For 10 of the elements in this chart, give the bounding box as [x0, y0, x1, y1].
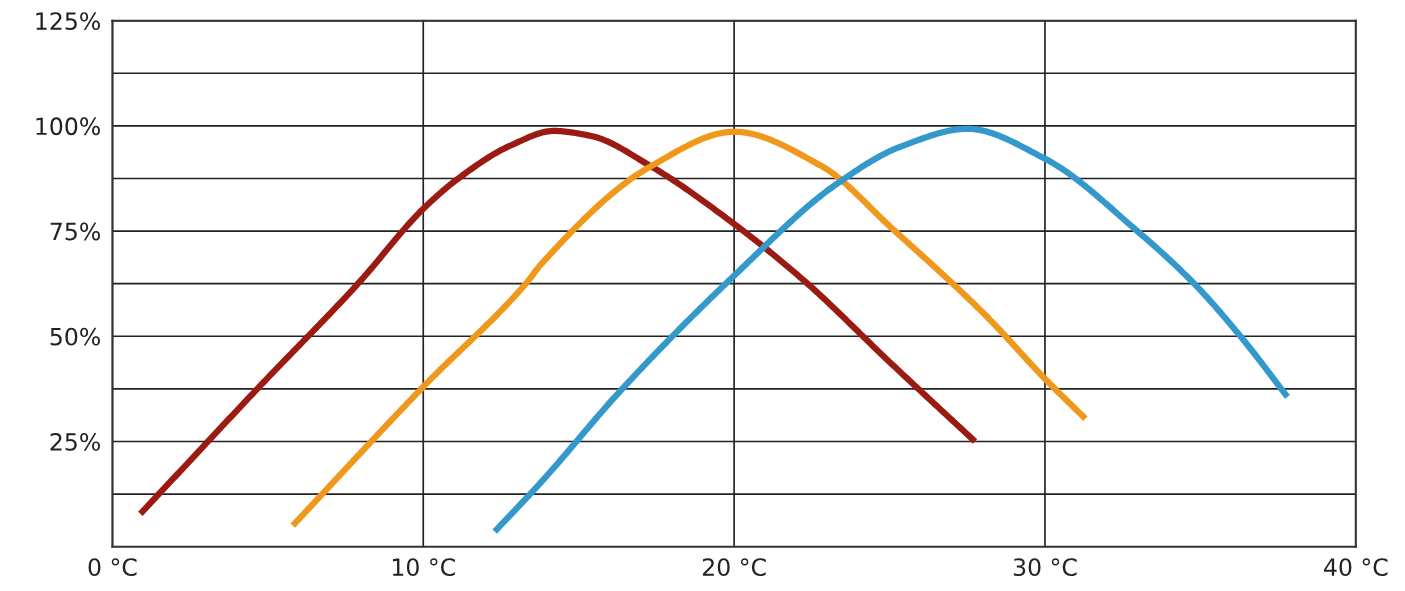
x-tick-label: 40 °C: [1324, 558, 1388, 577]
x-tick-label: 20 °C: [702, 558, 766, 577]
x-tick-label: 30 °C: [1013, 558, 1077, 577]
x-tick-label: 0 °C: [88, 558, 137, 577]
x-tick-label: 10 °C: [392, 558, 455, 577]
y-tick-label: 25%: [50, 432, 100, 451]
y-tick-label: 100%: [36, 117, 100, 136]
y-tick-label: 75%: [50, 222, 100, 241]
y-tick-label: 50%: [50, 327, 100, 346]
y-tick-label: 125%: [36, 12, 100, 30]
